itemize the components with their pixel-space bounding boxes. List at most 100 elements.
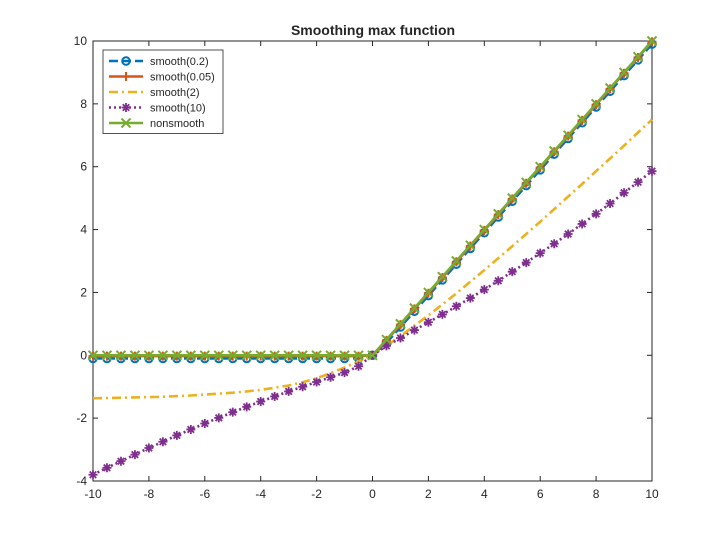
data-point <box>144 443 154 453</box>
data-point <box>270 391 280 401</box>
data-point <box>256 396 266 406</box>
data-point <box>646 35 658 47</box>
legend-item: smooth(2) <box>109 87 200 99</box>
data-point <box>102 463 112 473</box>
legend-label: nonsmooth <box>150 118 204 130</box>
data-point <box>354 361 364 371</box>
legend-label: smooth(0.2) <box>150 56 209 68</box>
data-point <box>269 350 280 361</box>
legend-item: smooth(10) <box>109 103 206 115</box>
y-tick-label: -2 <box>76 411 87 425</box>
data-point <box>647 166 657 176</box>
data-point <box>172 430 182 440</box>
data-point <box>241 350 252 361</box>
data-point <box>562 130 574 141</box>
data-point <box>409 302 420 314</box>
data-point <box>297 350 308 361</box>
data-point <box>339 350 350 361</box>
legend-marker <box>120 117 132 129</box>
data-point <box>437 271 448 282</box>
data-point <box>326 372 336 382</box>
x-tick-label: -8 <box>144 487 155 501</box>
data-point <box>143 350 155 361</box>
data-point <box>548 145 560 157</box>
legend-marker <box>121 72 131 81</box>
legend-label: smooth(10) <box>150 103 206 115</box>
data-point <box>493 276 503 286</box>
data-point <box>451 301 461 311</box>
data-point <box>604 82 616 94</box>
legend-marker <box>121 103 131 112</box>
data-point <box>534 161 546 172</box>
x-tick-label: -4 <box>255 487 266 501</box>
data-point <box>521 177 532 188</box>
data-point <box>311 350 322 361</box>
y-tick-label: 6 <box>80 160 87 174</box>
data-point <box>632 51 644 62</box>
series-nonsmooth <box>87 35 658 361</box>
data-point <box>88 470 98 480</box>
series-lines <box>87 35 658 480</box>
data-point <box>451 255 462 267</box>
data-point <box>284 386 294 396</box>
legend: smooth(0.2) smooth(0.05) smooth(2) smooth(1… <box>102 49 224 134</box>
data-point <box>312 377 322 387</box>
data-point <box>423 287 434 298</box>
data-point <box>185 350 197 361</box>
data-point <box>423 317 433 327</box>
x-tick-label: -2 <box>311 487 322 501</box>
data-point <box>367 350 378 361</box>
x-tick-label: 6 <box>537 487 544 501</box>
data-point <box>381 341 391 351</box>
legend-label: smooth(0.05) <box>150 72 215 84</box>
data-point <box>465 240 476 251</box>
data-point <box>242 402 252 412</box>
data-point <box>549 239 559 249</box>
data-point <box>340 368 350 378</box>
data-point <box>186 424 196 434</box>
data-point <box>493 208 504 220</box>
data-point <box>157 350 169 361</box>
data-point <box>115 350 127 361</box>
data-point <box>535 248 545 258</box>
chart-title: Smoothing max function <box>291 22 455 38</box>
y-tick-label: 10 <box>74 34 88 48</box>
data-point <box>563 229 573 239</box>
data-point <box>325 350 336 361</box>
legend-marker <box>121 56 131 66</box>
data-point <box>171 350 183 361</box>
data-point <box>353 350 364 361</box>
data-point <box>130 450 140 460</box>
data-point <box>437 309 447 319</box>
data-point <box>465 293 475 303</box>
data-point <box>395 333 405 343</box>
data-point <box>507 267 517 277</box>
y-tick-label: 0 <box>80 348 87 362</box>
x-tick-label: -6 <box>199 487 210 501</box>
data-point <box>129 350 141 361</box>
y-tick-label: 2 <box>80 285 87 299</box>
legend-label: smooth(2) <box>150 87 200 99</box>
data-point <box>605 198 615 208</box>
data-point <box>228 407 238 417</box>
data-point <box>214 413 224 423</box>
data-point <box>255 350 266 361</box>
data-point <box>633 177 643 187</box>
data-point <box>395 318 406 330</box>
x-tick-label: 0 <box>369 487 376 501</box>
x-tick-label: -10 <box>84 487 102 501</box>
x-tick-label: 4 <box>481 487 488 501</box>
data-point <box>591 209 601 219</box>
data-point <box>116 456 126 466</box>
data-point <box>283 350 294 361</box>
y-tick-label: -4 <box>76 474 87 488</box>
data-point <box>213 350 224 361</box>
series-smooth-10 <box>88 166 657 480</box>
data-point <box>619 188 629 198</box>
legend-item: smooth(0.2) <box>109 56 209 68</box>
y-tick-label: 4 <box>80 223 87 237</box>
data-point <box>87 350 99 361</box>
x-tick-label: 10 <box>645 487 659 501</box>
data-point <box>507 192 518 204</box>
